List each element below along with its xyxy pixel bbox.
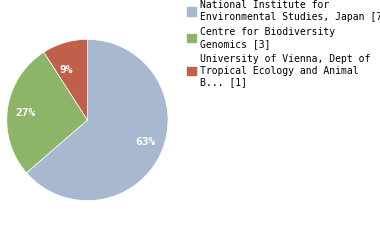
Text: 27%: 27% xyxy=(15,108,35,118)
Wedge shape xyxy=(7,52,87,173)
Text: 63%: 63% xyxy=(135,137,155,147)
Wedge shape xyxy=(44,39,87,120)
Text: 9%: 9% xyxy=(59,65,73,75)
Legend: National Institute for
Environmental Studies, Japan [7], Centre for Biodiversity: National Institute for Environmental Stu… xyxy=(187,0,380,87)
Wedge shape xyxy=(27,39,168,201)
